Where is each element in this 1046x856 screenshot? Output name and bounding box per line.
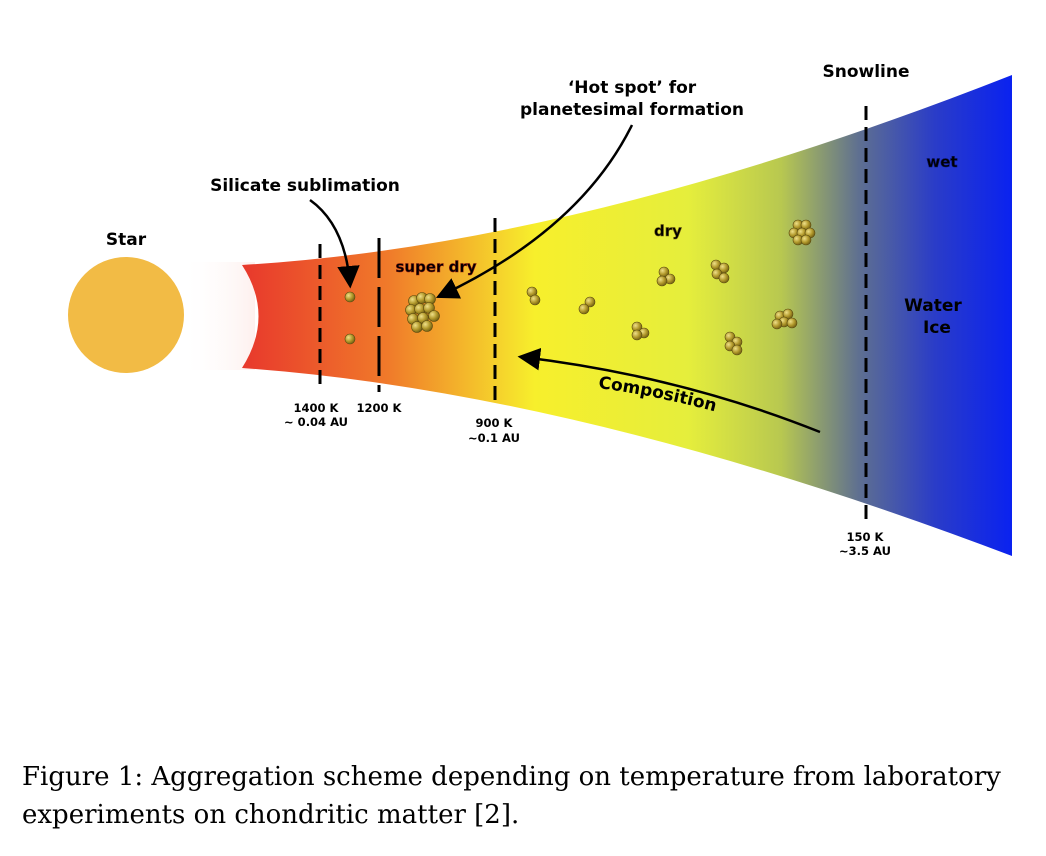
boundary-temp-1400k: 1400 K [294,401,340,415]
composition-arrow [517,347,821,434]
boundary-dist-1400k: ~ 0.04 AU [284,415,348,429]
grain-cluster-4a [710,259,730,284]
hot-spot-label-line1: ‘Hot spot’ for [568,78,697,98]
star-label: Star [106,230,147,250]
hot-spot-label-line2: planetesimal formation [520,100,744,120]
hot-spot-arrow [435,124,634,299]
star-circle [68,257,184,373]
super-dry-label: super dry [395,258,476,276]
grain-cluster-4b [724,331,743,356]
grain-single-2 [344,333,356,345]
boundary-dist-150k: ~3.5 AU [839,544,891,558]
dry-label: dry [654,222,682,240]
figure-caption: Figure 1: Aggregation scheme depending o… [22,762,1001,830]
silicate-sublimation-arrow [309,198,360,289]
grain-pair-2 [578,296,596,315]
grain-cluster-3a [656,266,676,287]
water-ice-label-line1: Water [904,296,962,316]
aggregation-diagram: Star 1400 K ~ 0.04 AU 1200 K 900 K ~0.1 … [68,62,1012,558]
protoplanetary-disk [242,75,1012,556]
grain-single-1 [344,291,356,303]
grain-aggregate-hotspot [405,292,440,333]
silicate-sublimation-label: Silicate sublimation [210,176,400,196]
water-ice-label-line2: Ice [923,318,951,338]
boundary-temp-150k: 150 K [847,530,885,544]
boundary-temp-900k: 900 K [476,416,514,430]
grain-cluster-large [788,219,816,246]
grain-pair-1 [526,286,541,306]
boundary-temp-1200k: 1200 K [357,401,403,415]
grain-cluster-5a [771,308,798,330]
grain-cluster-3b [631,321,650,341]
boundary-dist-900k: ~0.1 AU [468,431,520,445]
inner-glow [185,262,255,370]
snowline-label: Snowline [822,62,909,82]
wet-label: wet [926,153,957,171]
